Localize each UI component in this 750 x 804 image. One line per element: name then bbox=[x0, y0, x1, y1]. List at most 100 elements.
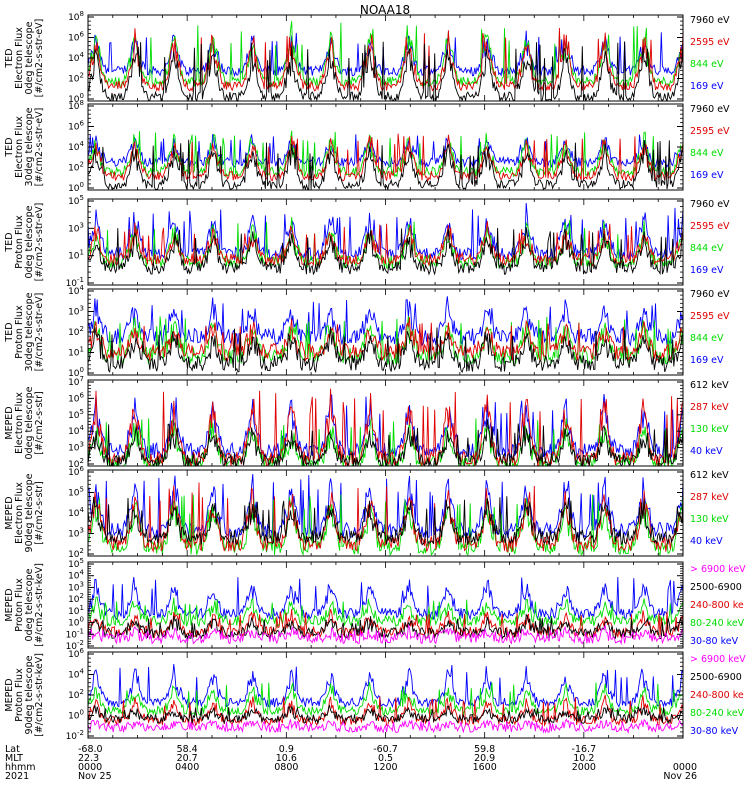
x-tick-label: 10.6 bbox=[276, 753, 297, 764]
legend-entry: 612 keV bbox=[690, 380, 729, 391]
y-axis-label: 30deg telescope bbox=[24, 107, 35, 186]
y-tick-label: 103 bbox=[68, 441, 84, 454]
y-axis-label: [#/cm2-s-str-keV] bbox=[34, 563, 45, 647]
legend-entry: 7960 eV bbox=[690, 15, 730, 26]
x-row-label: Lat bbox=[5, 744, 20, 755]
x-row-label: MLT bbox=[5, 753, 23, 764]
series-green-line bbox=[88, 596, 683, 628]
legend-entry: 7960 eV bbox=[690, 289, 730, 300]
y-axis-label: 90deg telescope bbox=[24, 473, 35, 552]
x-row-label: 2021 bbox=[5, 771, 29, 782]
x-tick-label: -60.7 bbox=[373, 744, 398, 755]
legend-entry: 844 eV bbox=[690, 333, 724, 344]
y-axis-label: [#/cm2-s-str-eV] bbox=[34, 293, 45, 372]
x-tick-label: 0000 bbox=[673, 762, 697, 773]
traces bbox=[88, 296, 683, 374]
traces bbox=[88, 576, 683, 646]
legend-entry: 844 eV bbox=[690, 148, 724, 159]
y-tick-label: 102 bbox=[68, 72, 84, 85]
legend-entry: 2500-6900 bbox=[690, 672, 742, 683]
legend-entry: 30-80 keV bbox=[690, 726, 739, 737]
legend-entry: 2595 eV bbox=[690, 311, 730, 322]
y-axis-label: Electron Flux bbox=[14, 27, 25, 89]
legend-entry: 844 eV bbox=[690, 59, 724, 70]
legend-entry: 169 eV bbox=[690, 265, 724, 276]
x-tick-label: 22.3 bbox=[78, 753, 99, 764]
y-axis-label: Proton Flux bbox=[14, 215, 25, 269]
legend-entry: 130 keV bbox=[690, 514, 729, 525]
y-tick-label: 108 bbox=[68, 10, 84, 23]
legend-entry: 40 keV bbox=[690, 446, 723, 457]
y-tick-label: 103 bbox=[68, 305, 84, 318]
legend-entry: 2595 eV bbox=[690, 126, 730, 137]
x-tick-label: 10.2 bbox=[573, 753, 594, 764]
y-axis-label: [#/cm2-s-str] bbox=[34, 481, 45, 544]
series-black-line bbox=[88, 704, 683, 725]
y-axis-label: Electron Flux bbox=[14, 482, 25, 544]
y-tick-label: 101 bbox=[68, 346, 84, 359]
traces bbox=[88, 388, 683, 466]
y-tick-label: 104 bbox=[68, 140, 84, 153]
traces bbox=[88, 202, 683, 276]
series-black-line bbox=[88, 496, 683, 546]
y-tick-label: 10-2 bbox=[66, 729, 84, 742]
x-tick-label: -16.7 bbox=[572, 744, 597, 755]
chart-title: NOAA18 bbox=[360, 3, 410, 17]
y-axis-label: Proton Flux bbox=[14, 305, 25, 359]
y-tick-label: 106 bbox=[68, 31, 84, 44]
legend-entry: 80-240 keV bbox=[690, 708, 745, 719]
series-red-line bbox=[88, 482, 683, 553]
x-tick-label: 1200 bbox=[373, 762, 397, 773]
y-tick-label: 102 bbox=[68, 161, 84, 174]
legend-entry: > 6900 keV bbox=[690, 654, 746, 665]
y-tick-label: 105 bbox=[68, 486, 84, 499]
y-axis-label: 0deg telescope bbox=[24, 21, 35, 94]
y-axis-label: MEPED bbox=[4, 588, 15, 621]
legend-entry: 169 eV bbox=[690, 81, 724, 92]
y-axis-label: TED bbox=[4, 48, 15, 68]
x-tick-label: 1600 bbox=[473, 762, 497, 773]
y-tick-label: 104 bbox=[68, 424, 84, 437]
legend-entry: 80-240 keV bbox=[690, 618, 745, 629]
y-axis-label: [#/cm2-s-str-eV] bbox=[34, 203, 45, 282]
y-tick-label: 103 bbox=[68, 221, 84, 234]
y-axis-label: Electron Flux bbox=[14, 116, 25, 178]
series-magenta-line bbox=[88, 718, 683, 735]
y-tick-label: 101 bbox=[68, 249, 84, 262]
legend-entry: 7960 eV bbox=[690, 104, 730, 115]
y-axis-label: 30deg telescope bbox=[24, 292, 35, 371]
y-axis-label: [#/cm2-s-str-eV] bbox=[34, 108, 45, 187]
y-axis-label: MEPED bbox=[4, 496, 15, 529]
traces bbox=[88, 474, 683, 556]
y-axis-label: 0deg telescope bbox=[24, 205, 35, 278]
y-axis-label: [#/cm2-s-str-eV] bbox=[34, 19, 45, 98]
y-tick-label: 106 bbox=[68, 120, 84, 133]
y-axis-label: [#/cm2-s-str] bbox=[34, 391, 45, 454]
x-tick-label: Nov 26 bbox=[663, 771, 697, 782]
x-tick-label: Nov 25 bbox=[78, 771, 112, 782]
traces bbox=[88, 21, 683, 101]
legend-entry: 240-800 ke bbox=[690, 690, 744, 701]
series-red-line bbox=[88, 27, 683, 93]
y-tick-label: 106 bbox=[68, 391, 84, 404]
series-blue-line bbox=[88, 30, 683, 78]
y-axis-label: Electron Flux bbox=[14, 392, 25, 454]
y-axis-label: TED bbox=[4, 137, 15, 157]
y-axis-label: 0deg telescope bbox=[24, 386, 35, 459]
y-axis-label: TED bbox=[4, 322, 15, 342]
legend-entry: 130 keV bbox=[690, 424, 729, 435]
series-red-line bbox=[88, 317, 683, 362]
traces bbox=[88, 663, 683, 735]
x-tick-label: 20.9 bbox=[474, 753, 495, 764]
series-blue-line bbox=[88, 663, 683, 709]
